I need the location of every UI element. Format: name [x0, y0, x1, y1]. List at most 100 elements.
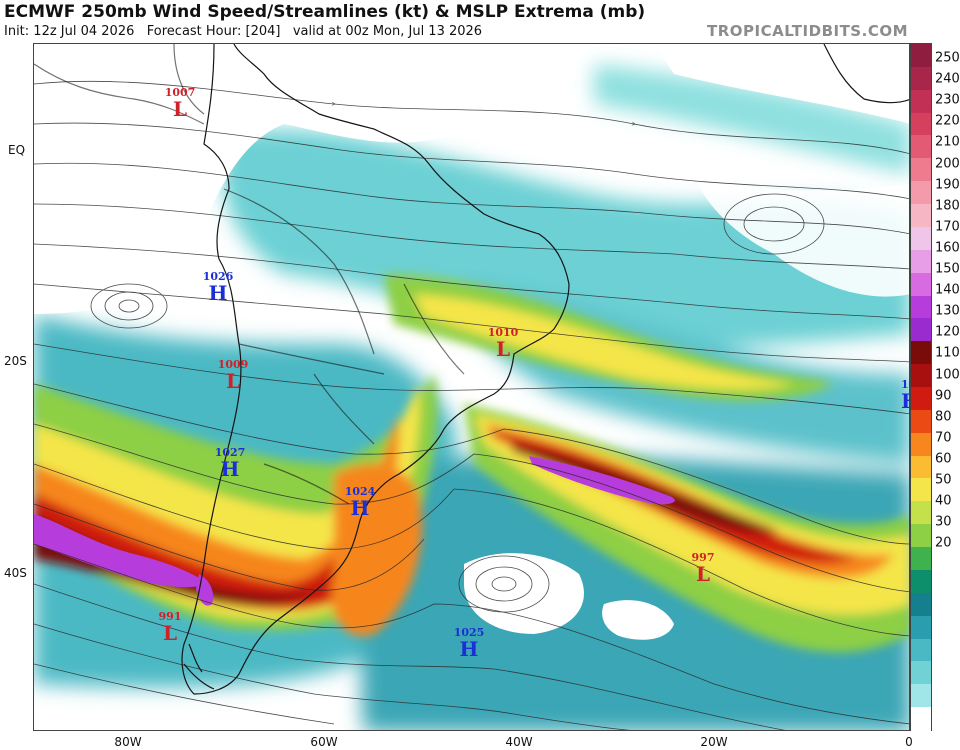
pressure-value: 10	[901, 379, 910, 391]
low-letter: L	[162, 621, 178, 645]
colorbar-tick-label: 210	[935, 134, 960, 150]
colorbar-segment	[911, 135, 931, 159]
wind-speed-shading	[34, 44, 909, 730]
streamlines	[34, 80, 909, 730]
colorbar-tick-label: 110	[935, 345, 960, 361]
colorbar-tick-label: 170	[935, 219, 960, 235]
colorbar-segment	[911, 158, 931, 182]
colorbar-tick-label: 130	[935, 303, 960, 319]
colorbar-tick-label: 230	[935, 92, 960, 108]
pressure-value: 1009	[217, 358, 249, 371]
lon-label-40w: 40W	[505, 735, 533, 749]
colorbar-segment	[911, 249, 931, 274]
wind-speed-colorbar	[910, 43, 932, 731]
low-letter: L	[695, 562, 711, 586]
high-pressure-marker-edge: 10 H	[901, 379, 910, 411]
colorbar-segment	[911, 707, 931, 731]
colorbar-tick-label: 20	[935, 535, 952, 551]
high-letter: H	[208, 281, 228, 305]
chart-title: ECMWF 250mb Wind Speed/Streamlines (kt) …	[4, 2, 646, 22]
lon-label-80w: 80W	[114, 735, 142, 749]
high-letter: H	[220, 457, 240, 481]
coastlines	[34, 44, 909, 695]
colorbar-segment	[911, 569, 931, 594]
lon-label-0: 0	[905, 735, 913, 749]
lon-label-60w: 60W	[310, 735, 338, 749]
colorbar-segment	[911, 89, 931, 114]
low-letter: L	[225, 369, 241, 393]
lon-label-20w: 20W	[700, 735, 728, 749]
colorbar-segment	[911, 226, 931, 251]
high-pressure-marker: 1026 H	[203, 271, 234, 303]
pressure-value: 1010	[487, 326, 519, 339]
colorbar-segment	[911, 615, 931, 640]
colorbar-segment	[911, 181, 931, 205]
colorbar-tick-label: 200	[935, 156, 960, 171]
pressure-value: 1026	[202, 270, 234, 283]
colorbar-segment	[911, 295, 931, 319]
colorbar-tick-label: 140	[935, 282, 960, 298]
colorbar-segment	[911, 547, 931, 571]
colorbar-tick-label: 90	[935, 388, 952, 404]
colorbar-segment	[911, 409, 931, 434]
colorbar-segment	[911, 364, 931, 388]
colorbar-tick-label: 50	[935, 472, 952, 488]
high-pressure-marker: 1025 H	[454, 627, 485, 659]
colorbar-tick-label: 180	[935, 198, 960, 214]
colorbar-segment	[911, 318, 931, 342]
colorbar-tick-label: 160	[935, 240, 960, 256]
colorbar-segment	[911, 112, 931, 137]
colorbar-tick-label: 40	[935, 493, 952, 509]
lat-label-20s: 20S	[4, 354, 27, 368]
colorbar-tick-label: 60	[935, 451, 952, 467]
colorbar-segment	[911, 432, 931, 457]
colorbar-tick-label: 70	[935, 430, 952, 446]
low-pressure-marker: 991 L	[159, 611, 182, 643]
map-graphic	[34, 44, 909, 730]
pressure-value: 1025	[453, 626, 485, 639]
pressure-value: 1027	[214, 446, 246, 459]
colorbar-tick-label: 150	[935, 261, 960, 277]
colorbar-segment	[911, 341, 931, 365]
pressure-value: 997	[691, 551, 715, 564]
colorbar-segment	[911, 638, 931, 662]
low-letter: L	[172, 97, 188, 121]
low-letter: L	[495, 337, 511, 361]
high-letter: H	[901, 391, 910, 411]
colorbar-tick-label: 100	[935, 367, 960, 382]
colorbar-tick-label: 250	[935, 50, 960, 66]
colorbar-tick-label: 220	[935, 113, 960, 129]
colorbar-tick-label: 190	[935, 177, 960, 193]
low-pressure-marker: 1009 L	[218, 359, 249, 391]
colorbar-tick-label: 240	[935, 71, 960, 87]
high-pressure-marker: 1024 H	[345, 486, 376, 518]
colorbar-segment	[911, 455, 931, 480]
colorbar-tick-label: 30	[935, 514, 952, 530]
colorbar-segment	[911, 684, 931, 708]
pressure-value: 1007	[164, 86, 196, 99]
colorbar-tick-label: 80	[935, 409, 952, 425]
high-letter: H	[459, 637, 479, 661]
brand-watermark[interactable]: TROPICALTIDBITS.COM	[707, 22, 908, 40]
pressure-value: 991	[158, 610, 182, 623]
colorbar-segment	[911, 204, 931, 228]
chart-subtitle: Init: 12z Jul 04 2026 Forecast Hour: [20…	[4, 24, 483, 39]
lat-label-eq: EQ	[8, 143, 26, 157]
colorbar-segment	[911, 272, 931, 297]
colorbar-segment	[911, 524, 931, 548]
high-pressure-marker: 1027 H	[215, 447, 246, 479]
low-pressure-marker: 1007 L	[165, 87, 196, 119]
wind-speed-map	[33, 43, 910, 731]
colorbar-segment	[911, 501, 931, 525]
low-pressure-marker: 997 L	[692, 552, 715, 584]
pressure-value: 1024	[344, 485, 376, 498]
colorbar-segment	[911, 44, 931, 68]
low-pressure-marker: 1010 L	[488, 327, 519, 359]
lat-label-40s: 40S	[4, 566, 27, 580]
colorbar-segment	[911, 387, 931, 411]
colorbar-segment	[911, 478, 931, 502]
colorbar-segment	[911, 661, 931, 685]
colorbar-segment	[911, 592, 931, 617]
colorbar-segment	[911, 66, 931, 91]
high-letter: H	[350, 496, 370, 520]
